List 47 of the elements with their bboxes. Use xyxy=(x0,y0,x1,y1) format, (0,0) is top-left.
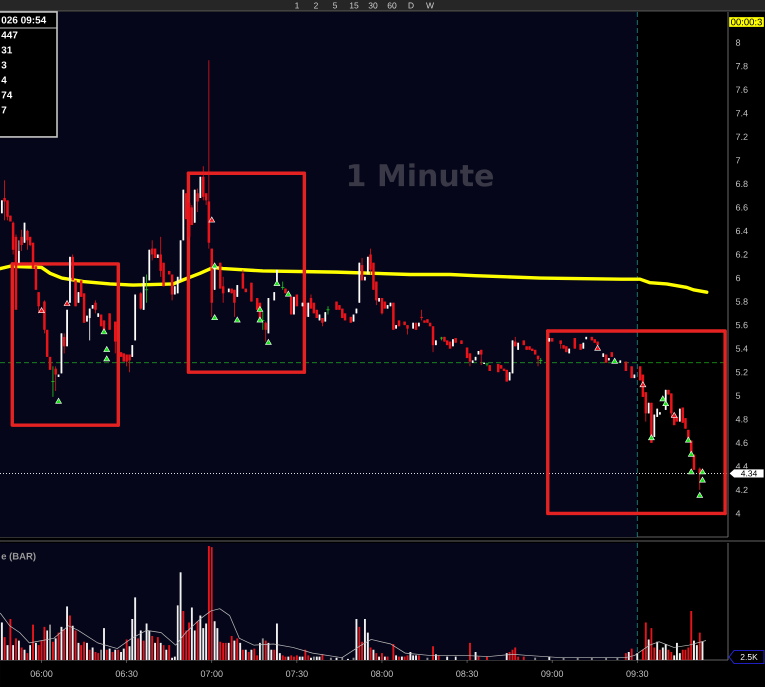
x-tick-label: 09:00 xyxy=(541,670,564,677)
y-tick-label: 5.4 xyxy=(736,346,748,352)
y-tick-label: 6.8 xyxy=(736,180,748,188)
annotation: 447 xyxy=(1,32,18,38)
x-tick-label: 06:30 xyxy=(116,670,138,677)
text: 2 xyxy=(314,2,318,8)
annotation: 7 xyxy=(2,106,6,114)
y-tick-label: 6 xyxy=(736,274,740,282)
y-tick-label: 5.8 xyxy=(736,298,748,305)
text: 2.5K xyxy=(740,654,758,660)
y-tick-label: 7.8 xyxy=(736,62,748,70)
annotation: 4 xyxy=(1,76,7,84)
y-tick-label: 6.4 xyxy=(736,228,748,234)
annotation: 74 xyxy=(2,92,12,98)
annotation: 31 xyxy=(1,46,12,54)
text: 1 xyxy=(295,2,299,8)
text: 5 xyxy=(332,2,338,8)
y-tick-label: 5 xyxy=(736,392,740,399)
x-tick-label: 09:30 xyxy=(626,670,648,677)
text: W xyxy=(426,2,434,8)
y-tick-label: 4.6 xyxy=(736,440,748,446)
y-tick-label: 7.6 xyxy=(736,86,748,93)
x-tick-label: 07:00 xyxy=(200,670,223,677)
y-tick-label: 7.2 xyxy=(736,134,748,140)
y-tick-label: 7.4 xyxy=(736,110,748,116)
ref-line-label: 4.34 xyxy=(740,470,758,476)
text: D xyxy=(408,2,414,8)
y-tick-label: 4 xyxy=(736,510,740,517)
y-tick-label: 6.2 xyxy=(736,251,748,258)
x-tick-label: 08:00 xyxy=(371,670,393,677)
y-tick-label: 5.2 xyxy=(736,369,748,376)
y-tick-label: 7 xyxy=(736,157,740,164)
x-tick-label: 07:30 xyxy=(286,670,308,677)
text: 15 xyxy=(350,2,358,8)
y-tick-label: 6.6 xyxy=(736,204,748,211)
text: e (BAR) xyxy=(2,552,36,562)
x-tick-label: 06:00 xyxy=(30,670,52,677)
text: 00:00:3 xyxy=(731,18,762,26)
x-tick-label: 08:30 xyxy=(456,670,478,677)
text: 60 xyxy=(388,2,396,8)
text: 30 xyxy=(368,2,378,8)
annotation: 3 xyxy=(1,61,6,69)
y-tick-label: 4.8 xyxy=(736,416,748,422)
y-tick-label: 5.6 xyxy=(736,322,748,328)
annotation: 026 09:54 xyxy=(2,16,46,24)
y-tick-label: 4.2 xyxy=(736,486,748,494)
y-tick-label: 8 xyxy=(736,39,740,46)
